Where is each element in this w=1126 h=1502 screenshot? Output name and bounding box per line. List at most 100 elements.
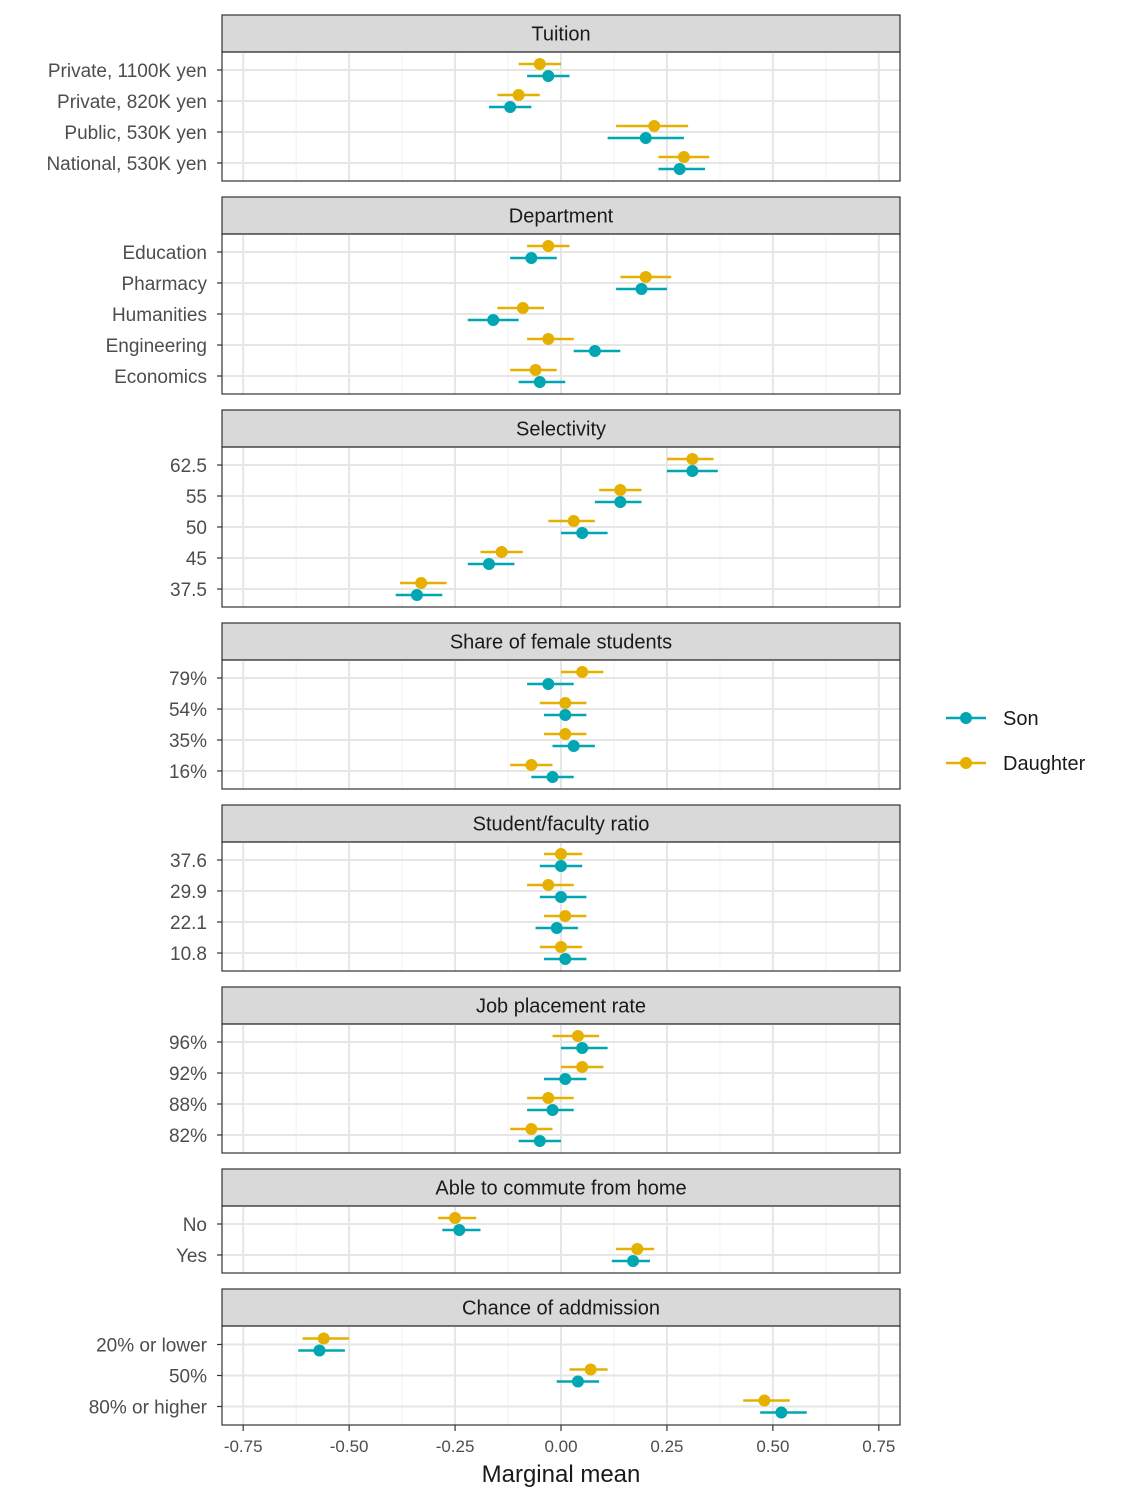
daughter-point (542, 879, 555, 891)
facet-strip (221, 14, 901, 53)
panel-border (221, 51, 901, 182)
panel-border (221, 659, 901, 790)
legend-label: Son (1003, 708, 1039, 730)
x-tick-label: -0.50 (330, 1437, 369, 1456)
daughter-point (648, 120, 661, 132)
son-point (627, 1255, 640, 1267)
son-point (559, 1073, 572, 1085)
daughter-point (567, 515, 580, 527)
son-point (555, 860, 567, 872)
legend-key-point (960, 757, 972, 769)
son-point (542, 678, 555, 690)
level-label: 54% (169, 700, 207, 721)
daughter-point (555, 848, 567, 860)
daughter-point (516, 302, 529, 314)
facet-title: Share of female students (450, 632, 672, 654)
son-point (546, 771, 559, 783)
level-label: 92% (169, 1064, 207, 1085)
level-label: 88% (169, 1095, 207, 1116)
level-label: Economics (114, 367, 207, 388)
x-tick-label: 0.75 (862, 1437, 895, 1456)
facet-strip (221, 622, 901, 661)
level-label: Private, 820K yen (57, 92, 207, 113)
daughter-point (512, 89, 525, 101)
level-label: Private, 1100K yen (48, 61, 207, 82)
daughter-point (686, 453, 699, 465)
daughter-point (571, 1030, 584, 1042)
daughter-point (415, 577, 428, 589)
facet-title: Department (509, 206, 614, 228)
son-point (410, 589, 423, 601)
panel-border (221, 446, 901, 608)
level-label: Yes (176, 1246, 207, 1267)
facet-panel: Share of female students 79% 54% 35% 16% (169, 622, 901, 790)
daughter-point (639, 271, 652, 283)
facet-title: Chance of addmission (462, 1298, 660, 1320)
x-tick-label: 0.00 (544, 1437, 577, 1456)
x-axis-title: Marginal mean (482, 1461, 641, 1488)
daughter-point (495, 546, 508, 558)
son-point (453, 1224, 466, 1236)
level-label: 80% or higher (89, 1398, 208, 1419)
daughter-point (555, 941, 567, 953)
panel-border (221, 1023, 901, 1154)
facet-panel: Selectivity 62.5 55 50 45 37.5 (170, 409, 901, 608)
facet-title: Tuition (531, 24, 590, 46)
level-label: 35% (169, 731, 207, 752)
level-label: Engineering (106, 336, 207, 357)
daughter-point (559, 697, 572, 709)
son-point (567, 740, 580, 752)
daughter-point (542, 240, 555, 252)
panel-border (221, 841, 901, 972)
son-point (313, 1344, 326, 1357)
facet-panel: Department Education Pharmacy Humanities Eng… (106, 196, 901, 395)
daughter-point (525, 1123, 538, 1135)
daughter-point (559, 728, 572, 740)
facet-panel: Chance of addmission 20% or lower 50% 80% o… (89, 1288, 901, 1426)
son-point (635, 283, 648, 295)
son-point (775, 1406, 788, 1419)
son-point (559, 709, 572, 721)
legend-label: Daughter (1003, 753, 1086, 775)
level-label: 37.5 (170, 580, 207, 601)
level-label: 50% (169, 1367, 207, 1388)
facet-title: Selectivity (516, 419, 606, 441)
level-label: No (183, 1215, 207, 1236)
panel-border (221, 1205, 901, 1274)
son-point (639, 132, 652, 144)
facet-strip (221, 804, 901, 843)
level-label: 50 (186, 518, 207, 539)
son-point (533, 1135, 546, 1147)
son-point (550, 922, 563, 934)
son-point (588, 345, 601, 357)
son-point (542, 70, 555, 82)
daughter-point (542, 1092, 555, 1104)
daughter-point (584, 1363, 597, 1376)
facet-panel: Able to commute from home No Yes (176, 1168, 901, 1274)
legend-key-point (960, 712, 972, 724)
daughter-point (525, 759, 538, 771)
level-label: 16% (169, 762, 207, 783)
daughter-point (533, 58, 546, 70)
level-label: 37.6 (170, 851, 207, 872)
level-label: 96% (169, 1033, 207, 1054)
son-point (686, 465, 699, 477)
level-label: Pharmacy (121, 274, 207, 295)
facet-panel: Student/faculty ratio 37.6 29.9 22.1 10.8 (170, 804, 901, 972)
daughter-point (317, 1332, 330, 1345)
daughter-point (758, 1394, 771, 1407)
legend: Son Daughter (946, 708, 1086, 775)
daughter-point (449, 1212, 462, 1224)
level-label: 82% (169, 1126, 207, 1147)
son-point (614, 496, 627, 508)
level-label: 45 (186, 549, 207, 570)
level-label: Education (122, 243, 207, 264)
son-point (576, 527, 589, 539)
son-point (525, 252, 538, 264)
son-point (576, 1042, 589, 1054)
facet-strip (221, 409, 901, 448)
facet-panel: Tuition Private, 1100K yen Private, 820K y… (46, 14, 901, 182)
x-tick-label: 0.50 (756, 1437, 789, 1456)
son-point (559, 953, 572, 965)
daughter-point (677, 151, 690, 163)
